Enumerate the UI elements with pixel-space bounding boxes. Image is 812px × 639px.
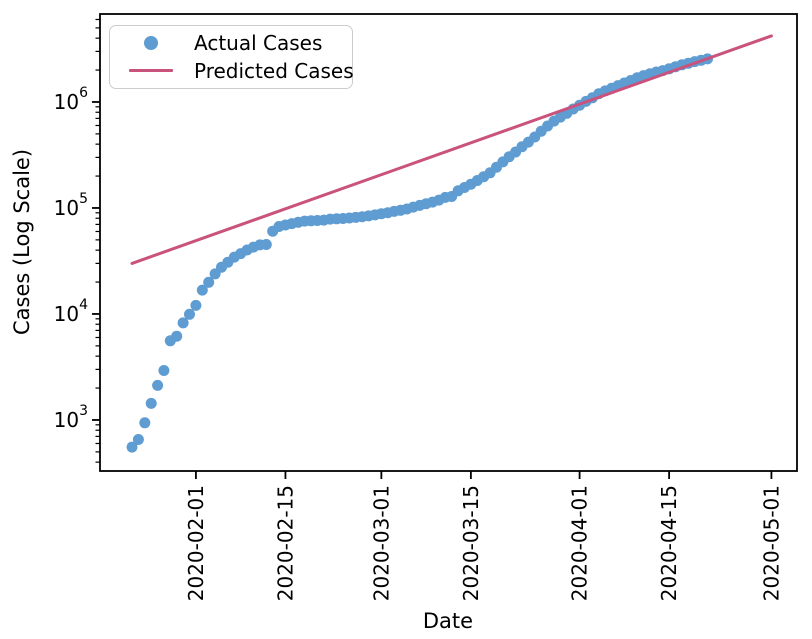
axes-frame [99, 13, 798, 472]
x-tick-label: 2020-04-15 [657, 485, 681, 601]
actual-cases-point [260, 239, 272, 250]
x-axis-label: Date [423, 609, 473, 633]
x-tick-label: 2020-03-01 [369, 485, 393, 601]
y-axis: 103 104 105 106 [54, 18, 100, 463]
legend: Actual Cases Predicted Cases [109, 25, 354, 89]
actual-cases-point [139, 417, 151, 429]
y-tick-label: 105 [54, 191, 88, 220]
y-tick-label: 106 [54, 85, 88, 114]
actual-cases-point [152, 379, 164, 391]
legend-label-predicted: Predicted Cases [194, 58, 354, 83]
scatter-marker-icon [144, 36, 158, 51]
actual-cases-point [171, 330, 183, 342]
legend-entry-predicted: Predicted Cases [120, 59, 354, 83]
predicted-cases-line [130, 34, 773, 265]
actual-cases-point [190, 299, 202, 311]
actual-cases-point [145, 397, 157, 409]
x-tick-label: 2020-04-01 [568, 485, 592, 601]
y-tick-label: 103 [54, 403, 88, 432]
actual-cases-point [177, 317, 189, 329]
x-tick-label: 2020-03-15 [459, 485, 483, 601]
x-axis: 2020-02-01 2020-02-15 2020-03-01 2020-03-15… [184, 471, 783, 601]
actual-cases-point [184, 308, 195, 320]
y-axis-label: Cases (Log Scale) [10, 149, 34, 335]
actual-cases-series [126, 53, 713, 453]
actual-cases-point [132, 434, 144, 445]
actual-cases-point [203, 276, 215, 288]
x-tick-label: 2020-02-01 [184, 485, 208, 601]
legend-label-actual: Actual Cases [194, 31, 323, 56]
actual-cases-point [158, 365, 170, 376]
line-marker-icon [129, 69, 173, 73]
legend-entry-actual: Actual Cases [120, 31, 342, 55]
x-tick-label: 2020-02-15 [273, 485, 297, 601]
actual-cases-point [196, 284, 208, 296]
y-tick-label: 104 [54, 297, 88, 326]
actual-cases-point [126, 441, 138, 453]
x-tick-label: 2020-05-01 [759, 485, 783, 601]
